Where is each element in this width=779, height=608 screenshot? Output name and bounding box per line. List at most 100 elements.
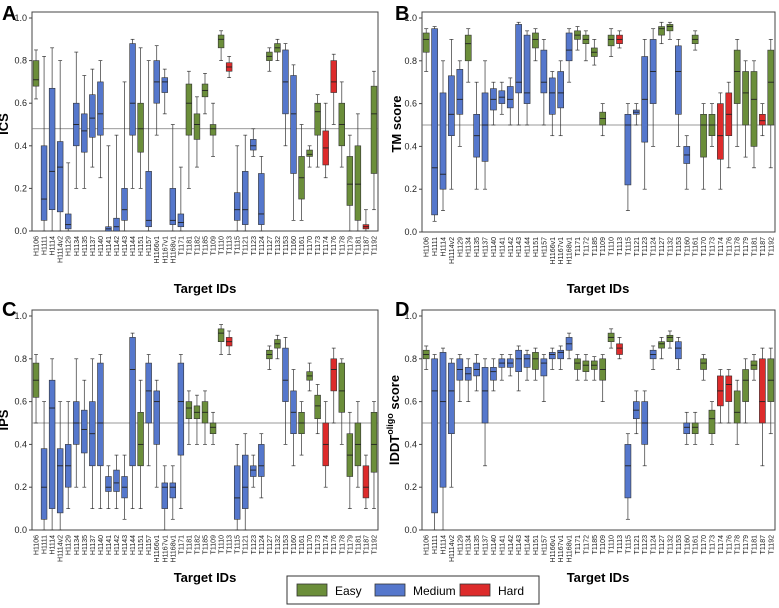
category-label-d-30: T1153 bbox=[676, 535, 683, 554]
category-label-a-7: H1137 bbox=[90, 236, 97, 256]
box-c-9 bbox=[105, 476, 112, 492]
box-b-33 bbox=[700, 114, 707, 158]
category-label-d-12: H1144 bbox=[525, 535, 532, 555]
box-d-34 bbox=[708, 409, 716, 435]
category-label-b-18: T1171 bbox=[575, 237, 582, 256]
category-label-c-14: H1157 bbox=[146, 535, 153, 555]
category-label-d-7: H1137 bbox=[483, 535, 490, 555]
category-label-a-31: T1153 bbox=[283, 236, 290, 255]
plot-area-b: 0.0 0.2 0.4 0.6 0.8 1.0 H1106 H1111 H1114 H1114v2… bbox=[404, 13, 775, 265]
box-a-17 bbox=[169, 188, 177, 225]
category-label-d-2: H1114 bbox=[441, 535, 448, 555]
y-tick-label-a-1: 0.2 bbox=[14, 183, 27, 193]
category-label-b-38: T1179 bbox=[743, 237, 750, 256]
box-d-16 bbox=[557, 349, 565, 360]
category-label-b-10: H1142 bbox=[508, 237, 515, 257]
category-label-d-21: T1109 bbox=[600, 535, 607, 554]
category-label-d-39: T1181 bbox=[751, 535, 758, 554]
category-label-c-3: H1114v2 bbox=[58, 535, 65, 562]
category-label-c-21: T1185 bbox=[203, 535, 210, 554]
plot-frame-a bbox=[31, 11, 379, 232]
category-label-b-15: H1166v1 bbox=[550, 237, 557, 265]
category-label-b-41: T1192 bbox=[768, 237, 775, 256]
category-label-b-23: T1113 bbox=[617, 237, 624, 256]
category-label-d-0: H1106 bbox=[424, 535, 431, 555]
category-label-c-41: T1187 bbox=[363, 535, 370, 554]
y-tick-label-d-3: 0.6 bbox=[404, 397, 417, 407]
category-label-a-42: T1192 bbox=[371, 236, 378, 255]
category-label-b-17: H1168v1 bbox=[567, 237, 574, 265]
box-b-28 bbox=[658, 26, 665, 36]
box-a-16 bbox=[161, 77, 168, 93]
box-d-31 bbox=[683, 422, 691, 434]
box-d-7 bbox=[481, 367, 489, 424]
panel-letter-b: B bbox=[395, 3, 409, 25]
y-tick-label-a-0: 0.0 bbox=[14, 226, 27, 236]
y-tick-label-d-1: 0.2 bbox=[404, 482, 417, 492]
category-label-d-27: T1124 bbox=[651, 535, 658, 554]
box-d-2 bbox=[439, 352, 447, 488]
category-label-a-17: H1168v1 bbox=[170, 236, 177, 264]
category-label-d-11: H1143 bbox=[516, 535, 523, 555]
category-label-c-37: T1176 bbox=[331, 535, 338, 554]
box-c-41 bbox=[362, 465, 370, 499]
box-d-36 bbox=[725, 375, 733, 402]
legend-label-easy: Easy bbox=[335, 584, 362, 598]
category-label-b-34: T1173 bbox=[709, 237, 716, 256]
box-a-39 bbox=[346, 156, 354, 206]
box-c-27 bbox=[250, 465, 257, 477]
category-label-c-32: T1160 bbox=[291, 535, 298, 554]
panel-d: D 0.0 0.2 0.4 0.6 0.8 1.0 H1106 H1111 H1114 H1114… bbox=[385, 299, 776, 585]
category-label-c-16: H1167v1 bbox=[162, 535, 169, 563]
box-a-25 bbox=[233, 192, 241, 221]
box-d-33 bbox=[700, 358, 707, 370]
category-label-b-0: H1106 bbox=[424, 237, 431, 257]
box-a-8 bbox=[97, 81, 104, 136]
box-c-31 bbox=[282, 347, 289, 402]
category-label-a-1: H1111 bbox=[42, 236, 49, 255]
category-label-d-29: T1132 bbox=[667, 535, 674, 554]
box-c-17 bbox=[169, 482, 177, 499]
box-c-13 bbox=[137, 411, 144, 467]
category-label-b-20: T1185 bbox=[592, 237, 599, 256]
box-a-19 bbox=[185, 83, 193, 136]
box-c-15 bbox=[153, 390, 160, 445]
box-b-11 bbox=[515, 24, 522, 94]
box-b-41 bbox=[767, 49, 775, 126]
category-label-c-25: T1115 bbox=[235, 535, 242, 554]
category-label-c-17: H1168v1 bbox=[170, 535, 177, 563]
box-c-38 bbox=[338, 362, 345, 413]
box-d-23 bbox=[616, 343, 623, 355]
box-c-26 bbox=[242, 454, 249, 509]
category-label-a-9: H1141 bbox=[106, 236, 113, 256]
category-label-a-10: H1142 bbox=[114, 236, 121, 256]
category-label-c-28: T1124 bbox=[259, 535, 266, 554]
category-label-d-37: T1178 bbox=[735, 535, 742, 554]
category-label-d-41: T1192 bbox=[768, 535, 775, 554]
box-a-0 bbox=[32, 60, 40, 87]
box-d-18 bbox=[574, 358, 581, 370]
box-a-42 bbox=[370, 85, 378, 174]
category-label-d-18: T1171 bbox=[575, 535, 582, 554]
box-a-7 bbox=[89, 94, 96, 138]
category-label-c-18: T1171 bbox=[178, 535, 185, 554]
category-label-a-35: T1173 bbox=[315, 236, 322, 255]
box-b-1 bbox=[431, 28, 438, 216]
legend: Easy Medium Hard bbox=[286, 575, 540, 605]
category-label-b-19: T1172 bbox=[583, 237, 590, 256]
category-label-a-15: H1166v1 bbox=[154, 236, 161, 264]
category-label-b-1: H1111 bbox=[432, 237, 439, 256]
category-label-b-36: T1176 bbox=[726, 237, 733, 256]
y-tick-label-b-1: 0.2 bbox=[404, 184, 417, 194]
category-label-b-24: T1115 bbox=[625, 237, 632, 256]
x-axis-title-b: Target IDs bbox=[567, 281, 630, 296]
box-a-37 bbox=[330, 60, 337, 93]
plot-frame-b bbox=[421, 11, 776, 233]
box-a-13 bbox=[137, 102, 144, 153]
category-label-d-25: T1121 bbox=[634, 535, 641, 554]
category-label-b-3: H1114v2 bbox=[449, 237, 456, 264]
y-axis-title-a: ICS bbox=[0, 113, 11, 135]
box-a-3 bbox=[56, 141, 64, 213]
panel-letter-d: D bbox=[395, 299, 409, 321]
